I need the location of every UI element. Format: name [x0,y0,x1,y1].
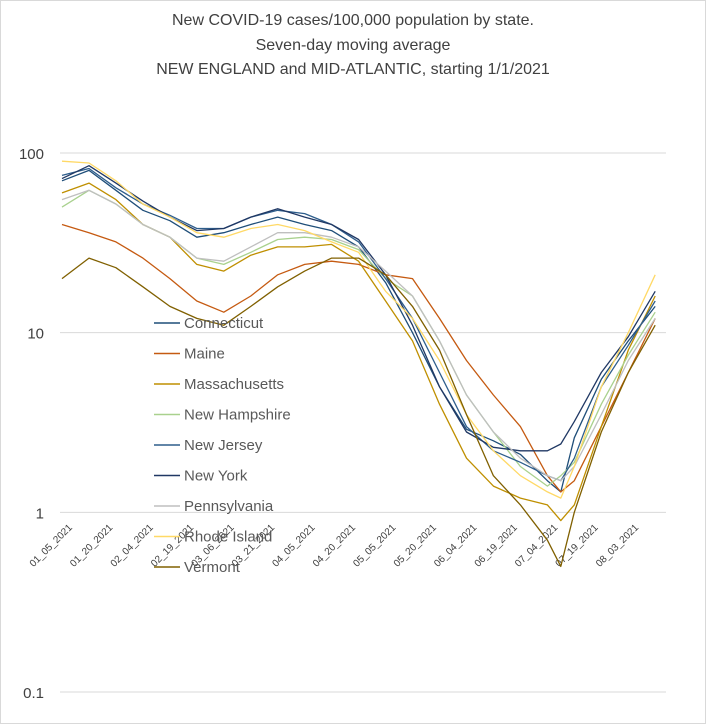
legend-label: Maine [184,346,225,363]
series-line-connecticut [61,169,656,493]
series-line-pennsylvania [61,189,656,482]
legend-label: Rhode Island [184,529,272,546]
series-line-new-hampshire [61,189,656,487]
legend: Connecticut Maine Massachusetts New Hampshi… [154,315,291,576]
gridlines [60,152,666,693]
y-axis-ticks: 100 10 1 0.1 [19,146,44,702]
y-tick-label: 1 [36,505,44,522]
chart-title-line-1: New COVID-19 cases/100,000 population by… [172,12,534,29]
legend-label: New Jersey [184,437,263,454]
legend-label: New York [184,468,248,485]
x-tick-label: 08_03_2021 [594,522,641,569]
y-tick-label: 10 [27,326,44,343]
series-line-rhode-island [61,160,656,499]
legend-label: Massachusetts [184,376,284,393]
legend-label: Connecticut [184,315,264,332]
series-line-maine [61,223,656,493]
legend-label: Vermont [184,559,241,576]
legend-label: Pennsylvania [184,498,274,515]
y-tick-label: 0.1 [23,685,44,702]
series-line-vermont [61,257,656,568]
x-axis-ticks: 01_05_202101_20_202102_04_202102_19_2021… [28,522,642,569]
y-tick-label: 100 [19,146,44,163]
series-lines [61,160,656,568]
legend-label: New Hampshire [184,407,291,424]
series-line-new-jersey [61,167,656,482]
chart-title-line-2: Seven-day moving average [255,37,451,54]
chart-title-line-3: NEW ENGLAND and MID-ATLANTIC, starting 1… [156,61,550,78]
